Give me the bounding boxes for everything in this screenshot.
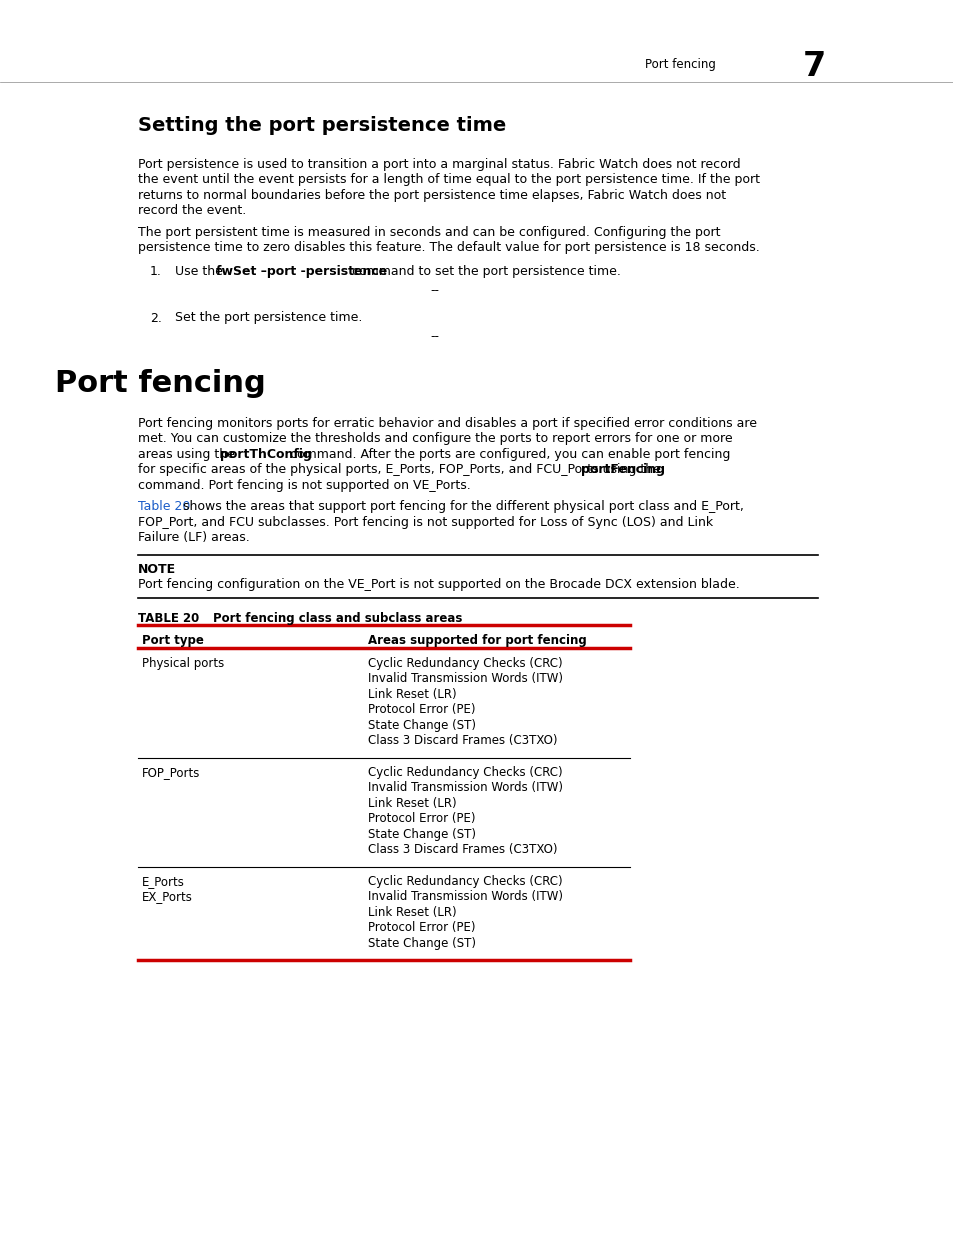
Text: Cyclic Redundancy Checks (CRC): Cyclic Redundancy Checks (CRC) (368, 766, 562, 779)
Text: State Change (ST): State Change (ST) (368, 827, 476, 841)
Text: Areas supported for port fencing: Areas supported for port fencing (368, 634, 586, 647)
Text: EX_Ports: EX_Ports (142, 890, 193, 903)
Text: command. Port fencing is not supported on VE_Ports.: command. Port fencing is not supported o… (138, 479, 470, 492)
Text: Failure (LF) areas.: Failure (LF) areas. (138, 531, 250, 545)
Text: Link Reset (LR): Link Reset (LR) (368, 797, 456, 810)
Text: NOTE: NOTE (138, 563, 176, 576)
Text: record the event.: record the event. (138, 205, 246, 217)
Text: returns to normal boundaries before the port persistence time elapses, Fabric Wa: returns to normal boundaries before the … (138, 189, 725, 203)
Text: 7: 7 (802, 49, 825, 83)
Text: --: -- (430, 284, 438, 296)
Text: Invalid Transmission Words (ITW): Invalid Transmission Words (ITW) (368, 890, 562, 903)
Text: Protocol Error (PE): Protocol Error (PE) (368, 921, 475, 935)
Text: Port fencing monitors ports for erratic behavior and disables a port if specifie: Port fencing monitors ports for erratic … (138, 417, 757, 430)
Text: Class 3 Discard Frames (C3TXO): Class 3 Discard Frames (C3TXO) (368, 844, 557, 856)
Text: Port persistence is used to transition a port into a marginal status. Fabric Wat: Port persistence is used to transition a… (138, 158, 740, 170)
Text: command. After the ports are configured, you can enable port fencing: command. After the ports are configured,… (286, 448, 730, 461)
Text: Physical ports: Physical ports (142, 657, 224, 669)
Text: for specific areas of the physical ports, E_Ports, FOP_Ports, and FCU_Ports usin: for specific areas of the physical ports… (138, 463, 664, 477)
Text: Cyclic Redundancy Checks (CRC): Cyclic Redundancy Checks (CRC) (368, 657, 562, 669)
Text: met. You can customize the thresholds and configure the ports to report errors f: met. You can customize the thresholds an… (138, 432, 732, 446)
Text: Set the port persistence time.: Set the port persistence time. (174, 311, 362, 325)
Text: Port fencing class and subclass areas: Port fencing class and subclass areas (213, 611, 462, 625)
Text: portFencing: portFencing (580, 463, 664, 477)
Text: Class 3 Discard Frames (C3TXO): Class 3 Discard Frames (C3TXO) (368, 735, 557, 747)
Text: Port type: Port type (142, 634, 204, 647)
Text: Protocol Error (PE): Protocol Error (PE) (368, 813, 475, 825)
Text: the event until the event persists for a length of time equal to the port persis: the event until the event persists for a… (138, 173, 760, 186)
Text: areas using the: areas using the (138, 448, 238, 461)
Text: Port fencing configuration on the VE_Port is not supported on the Brocade DCX ex: Port fencing configuration on the VE_Por… (138, 578, 739, 592)
Text: Invalid Transmission Words (ITW): Invalid Transmission Words (ITW) (368, 672, 562, 685)
Text: Port fencing: Port fencing (55, 369, 266, 398)
Text: The port persistent time is measured in seconds and can be configured. Configuri: The port persistent time is measured in … (138, 226, 720, 240)
Text: Port fencing: Port fencing (644, 58, 715, 70)
Text: portThConfig: portThConfig (220, 448, 312, 461)
Text: Setting the port persistence time: Setting the port persistence time (138, 116, 506, 135)
Text: State Change (ST): State Change (ST) (368, 937, 476, 950)
Text: command to set the port persistence time.: command to set the port persistence time… (348, 266, 620, 278)
Text: shows the areas that support port fencing for the different physical port class : shows the areas that support port fencin… (179, 500, 743, 514)
Text: E_Ports: E_Ports (142, 874, 185, 888)
Text: Table 20: Table 20 (138, 500, 191, 514)
Text: persistence time to zero disables this feature. The default value for port persi: persistence time to zero disables this f… (138, 242, 759, 254)
Text: 2.: 2. (150, 311, 162, 325)
Text: 1.: 1. (150, 266, 162, 278)
Text: TABLE 20: TABLE 20 (138, 611, 199, 625)
Text: Cyclic Redundancy Checks (CRC): Cyclic Redundancy Checks (CRC) (368, 874, 562, 888)
Text: Protocol Error (PE): Protocol Error (PE) (368, 704, 475, 716)
Text: State Change (ST): State Change (ST) (368, 719, 476, 732)
Text: FOP_Ports: FOP_Ports (142, 766, 200, 779)
Text: FOP_Port, and FCU subclasses. Port fencing is not supported for Loss of Sync (LO: FOP_Port, and FCU subclasses. Port fenci… (138, 516, 713, 529)
Text: --: -- (430, 330, 438, 343)
Text: fwSet –port -persistence: fwSet –port -persistence (215, 266, 387, 278)
Text: Use the: Use the (174, 266, 227, 278)
Text: Invalid Transmission Words (ITW): Invalid Transmission Words (ITW) (368, 782, 562, 794)
Text: Link Reset (LR): Link Reset (LR) (368, 905, 456, 919)
Text: Link Reset (LR): Link Reset (LR) (368, 688, 456, 700)
